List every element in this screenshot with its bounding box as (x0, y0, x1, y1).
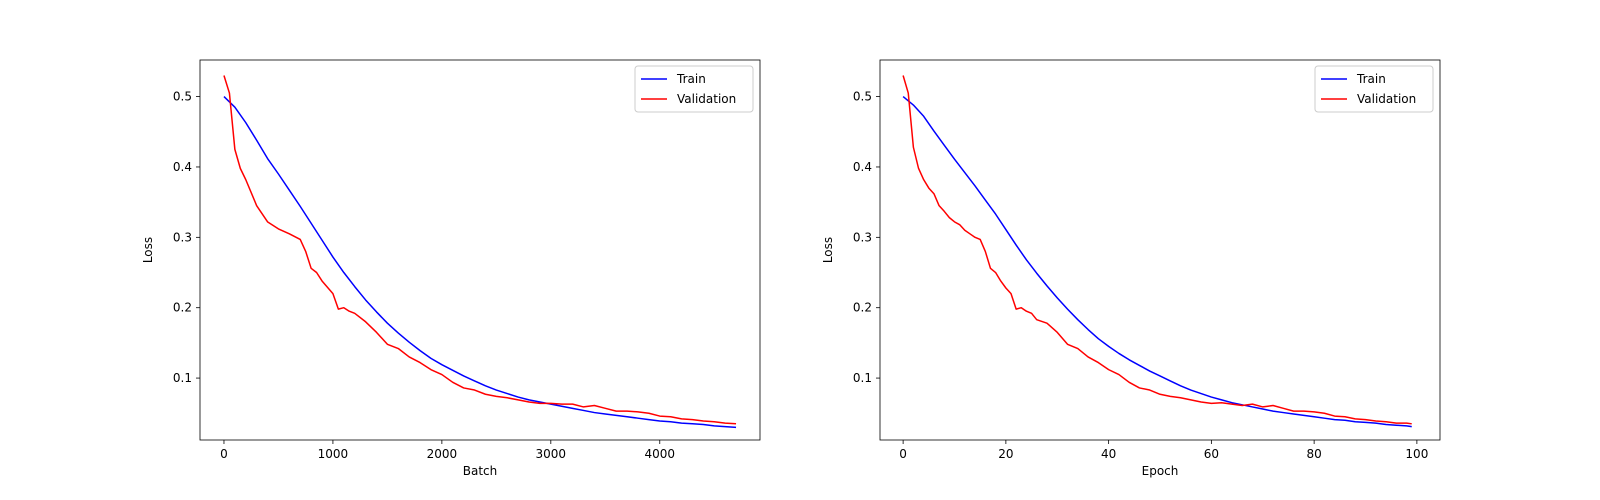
y-tick-label: 0.5 (853, 90, 872, 104)
legend-label-train: Train (1356, 72, 1386, 86)
y-tick-label: 0.2 (853, 301, 872, 315)
legend-label-validation: Validation (1357, 92, 1416, 106)
y-tick-label: 0.3 (853, 230, 872, 244)
axes-frame (879, 59, 1441, 441)
legend-box (634, 65, 754, 113)
legend: Train Validation (1314, 65, 1434, 113)
y-tick-label: 0.4 (173, 160, 192, 174)
x-tick-label: 0 (220, 447, 228, 461)
series-line-train (223, 96, 737, 429)
epoch-loss-plot: 0 20 40 60 80 100 0.1 0.2 0.3 0.4 0.5 Epoch Loss Trai… (821, 59, 1441, 478)
x-tick-label: 60 (1204, 447, 1219, 461)
axes-frame (199, 59, 761, 441)
y-tick-label: 0.5 (173, 90, 192, 104)
x-tick-label: 0 (899, 447, 907, 461)
series-line-train (902, 96, 1412, 428)
x-tick-label: 4000 (644, 447, 675, 461)
x-tick-label: 80 (1306, 447, 1321, 461)
y-tick-label: 0.3 (173, 230, 192, 244)
series-line-validation (223, 75, 737, 425)
x-axis-label: Epoch (1142, 464, 1179, 478)
y-tick-label: 0.2 (173, 301, 192, 315)
x-tick-label: 20 (998, 447, 1013, 461)
x-tick-label: 40 (1101, 447, 1116, 461)
legend-label-validation: Validation (677, 92, 736, 106)
x-tick-label: 3000 (536, 447, 567, 461)
x-tick-label: 1000 (318, 447, 349, 461)
y-tick-label: 0.1 (853, 371, 872, 385)
y-tick-label: 0.4 (853, 160, 872, 174)
y-axis-label: Loss (141, 237, 155, 263)
legend-label-train: Train (676, 72, 706, 86)
x-axis-label: Batch (463, 464, 498, 478)
x-tick-label: 2000 (427, 447, 458, 461)
y-axis-label: Loss (821, 237, 835, 263)
y-tick-label: 0.1 (173, 371, 192, 385)
legend-box (1314, 65, 1434, 113)
series-line-validation (902, 75, 1412, 425)
batch-loss-plot: 0 1000 2000 3000 4000 0.1 0.2 0.3 0.4 0.5 Batch Los… (141, 59, 761, 478)
x-tick-label: 100 (1405, 447, 1428, 461)
legend: Train Validation (634, 65, 754, 113)
